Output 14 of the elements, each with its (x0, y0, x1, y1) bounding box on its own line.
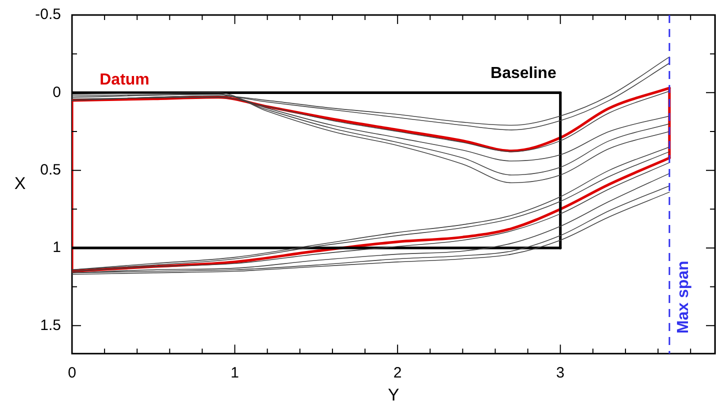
x-tick-label: 1 (230, 364, 239, 382)
ref-line-label: Max span (674, 260, 692, 334)
y-tick-label: 0 (52, 84, 61, 101)
y-tick-label: 1.5 (40, 316, 61, 334)
y-tick-label: 0.5 (40, 161, 61, 178)
y-axis-title: X (14, 174, 26, 193)
series-label: Datum (100, 71, 150, 88)
y-tick-label: -0.5 (35, 6, 61, 24)
x-tick-label: 3 (556, 364, 565, 382)
series-label: Baseline (490, 65, 556, 82)
x-tick-label: 2 (393, 364, 402, 382)
y-tick-label: 1 (52, 239, 61, 256)
x-tick-label: 0 (68, 364, 76, 382)
x-axis-title: Y (388, 385, 400, 404)
